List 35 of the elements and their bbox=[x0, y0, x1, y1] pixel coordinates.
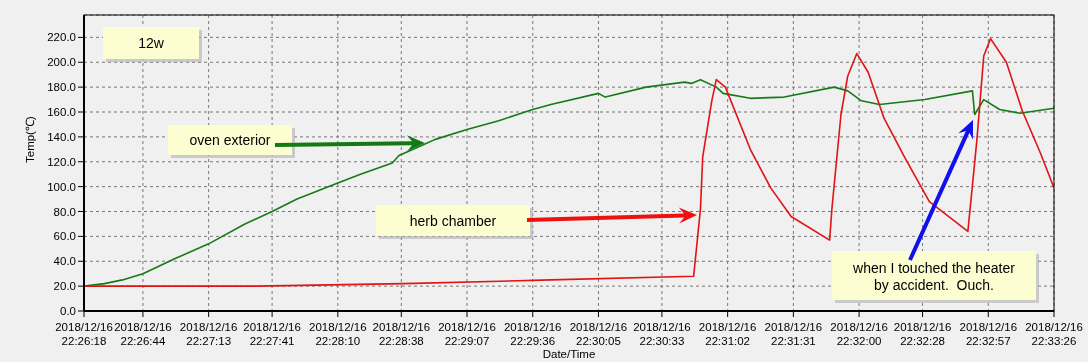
y-tick-label: 100.0 bbox=[47, 180, 76, 193]
x-tick-label: 2018/12/16 22:26:44 bbox=[114, 321, 172, 347]
y-tick-label: 20.0 bbox=[53, 280, 76, 293]
annotation: oven exterior bbox=[189, 132, 271, 148]
x-tick-label: 2018/12/16 22:33:26 bbox=[1025, 321, 1083, 347]
x-tick-label: 2018/12/16 22:32:28 bbox=[893, 321, 952, 347]
x-tick-label: 2018/12/16 22:29:07 bbox=[438, 321, 496, 347]
y-tick-label: 220.0 bbox=[47, 31, 76, 44]
x-tick-label: 2018/12/16 22:30:05 bbox=[569, 321, 628, 347]
x-tick-label: 2018/12/16 22:31:31 bbox=[764, 321, 823, 347]
x-tick-label: 2018/12/16 22:29:36 bbox=[503, 321, 562, 347]
note-box: 12w bbox=[103, 27, 202, 62]
x-tick-label: 2018/12/16 22:32:00 bbox=[830, 321, 888, 347]
annotation: herb chamber bbox=[409, 212, 497, 229]
y-tick-label: 180.0 bbox=[47, 81, 76, 94]
y-tick-label: 0.0 bbox=[60, 305, 76, 318]
x-tick-label: 2018/12/16 22:32:57 bbox=[959, 321, 1018, 347]
y-tick-label: 40.0 bbox=[53, 255, 76, 268]
x-tick-label: 2018/12/16 22:31:02 bbox=[698, 321, 757, 347]
y-tick-label: 80.0 bbox=[53, 205, 76, 218]
annotation: 12w bbox=[138, 35, 165, 51]
annotation: when I touched the heater by accident. Ouch. bbox=[852, 259, 1016, 293]
y-tick-label: 120.0 bbox=[47, 155, 76, 168]
y-tick-label: 60.0 bbox=[53, 230, 76, 243]
x-axis-title: Date/Time bbox=[542, 348, 596, 360]
y-tick-label: 160.0 bbox=[47, 106, 76, 119]
x-tick-label: 2018/12/16 22:30:33 bbox=[633, 321, 691, 347]
y-tick-label: 140.0 bbox=[47, 130, 76, 143]
x-tick-label: 2018/12/16 22:27:41 bbox=[243, 321, 301, 347]
y-axis-title: Temp(℃) bbox=[24, 116, 37, 163]
x-tick-label: 2018/12/16 22:27:13 bbox=[179, 321, 238, 347]
x-tick-label: 2018/12/16 22:28:38 bbox=[372, 321, 431, 347]
x-tick-label: 2018/12/16 22:28:10 bbox=[309, 321, 367, 347]
x-tick-label: 2018/12/16 22:26:18 bbox=[55, 321, 113, 347]
y-tick-label: 200.0 bbox=[47, 56, 76, 69]
